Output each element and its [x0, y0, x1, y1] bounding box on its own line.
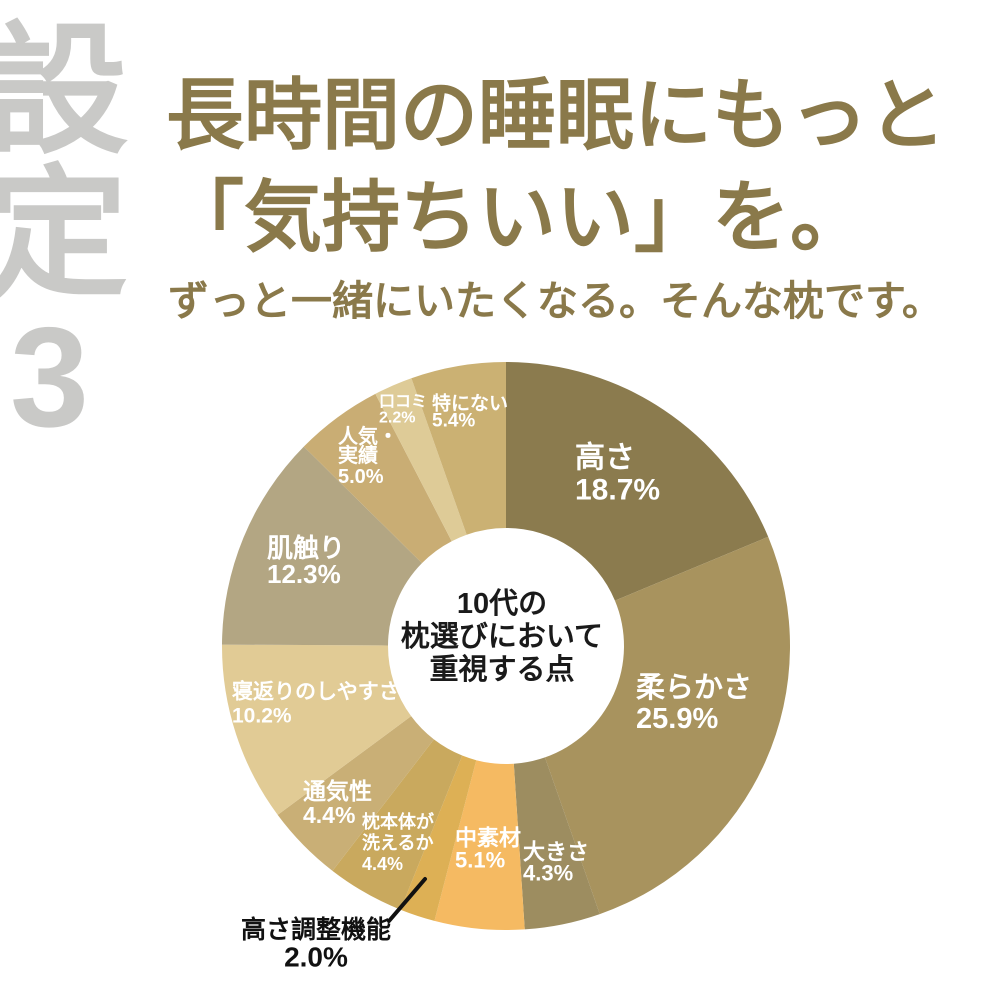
- slice-label-8: 寝返りのしやすさ 10.2%: [232, 680, 400, 728]
- slice-label-11: 口コミ 2.2%: [379, 394, 427, 427]
- chart-center-label: 10代の枕選びにおいて重視する点: [401, 587, 603, 686]
- pie-slice-10: [303, 393, 452, 564]
- slice-label-3: 大きさ 4.3%: [523, 840, 589, 886]
- pie-slice-11: [375, 378, 467, 542]
- badge-char-2: 定: [0, 155, 128, 314]
- slice-label-1: 高さ 18.7%: [575, 442, 660, 507]
- pie-slice-12: [411, 362, 506, 535]
- subtitle: ずっと一緒にいたくなる。そんな枕です。: [168, 278, 943, 324]
- headline-line2: 「気持ちいい」を。: [166, 173, 869, 261]
- setting-number-badge: 設 定 3: [0, 20, 128, 449]
- callout-line: [387, 877, 427, 923]
- pie-slice-4: [434, 760, 525, 930]
- slice-label-4: 中素材 5.1%: [455, 826, 521, 873]
- pie-slice-2: [544, 536, 791, 915]
- pie-slice-3: [513, 757, 600, 930]
- slice-label-12: 特にない 5.4%: [432, 393, 508, 432]
- slice-label-6: 枕本体が洗えるか 4.4%: [362, 811, 434, 874]
- slice-label-9: 肌触り 12.3%: [267, 533, 345, 589]
- pie-slice-9: [222, 446, 422, 646]
- pie-slice-6: [332, 739, 463, 910]
- slice-label-5: 高さ調整機能 2.0%: [241, 915, 391, 973]
- pie-slice-8: [221, 644, 412, 815]
- slice-label-7: 通気性 4.4%: [303, 778, 372, 828]
- headline-line1: 長時間の睡眠にもっと: [166, 71, 947, 159]
- pie-slice-5: [400, 755, 477, 921]
- pie-slice-1: [506, 361, 769, 601]
- pie-slice-7: [277, 716, 434, 871]
- slice-label-2: 柔らかさ 25.9%: [636, 672, 752, 735]
- slice-label-10: 人気・実績 5.0%: [338, 424, 398, 488]
- headline: 長時間の睡眠にもっと 「気持ちいい」を。: [166, 64, 946, 268]
- badge-char-3: 3: [10, 298, 89, 457]
- badge-char-1: 設: [0, 12, 128, 171]
